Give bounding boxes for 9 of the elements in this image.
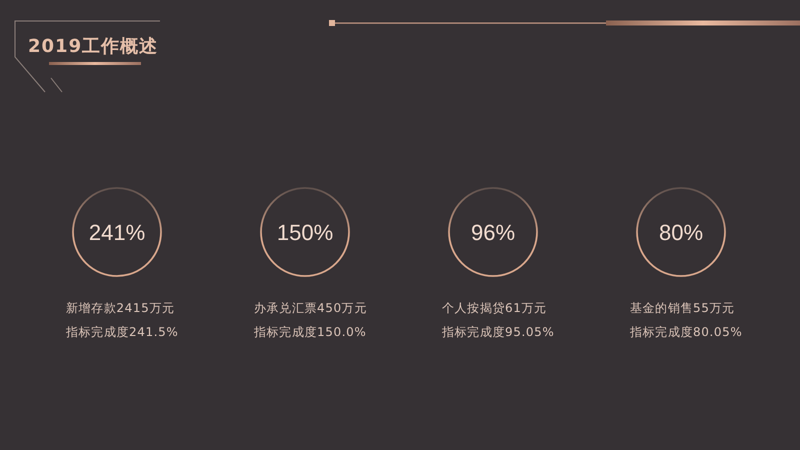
category-label: 个人按揭贷61万元 (442, 301, 547, 315)
text: 2019工作概述 (28, 36, 158, 57)
category-label: 办承兑汇票450万元 (254, 301, 367, 315)
data-label: 150% (276, 220, 334, 245)
category-label: 基金的销售55万元 (630, 301, 735, 315)
category-label: 新增存款2415万元 (66, 301, 175, 315)
data-label: 241% (88, 220, 146, 245)
data-label: 80% (658, 220, 704, 245)
data-label: 96% (470, 220, 516, 245)
